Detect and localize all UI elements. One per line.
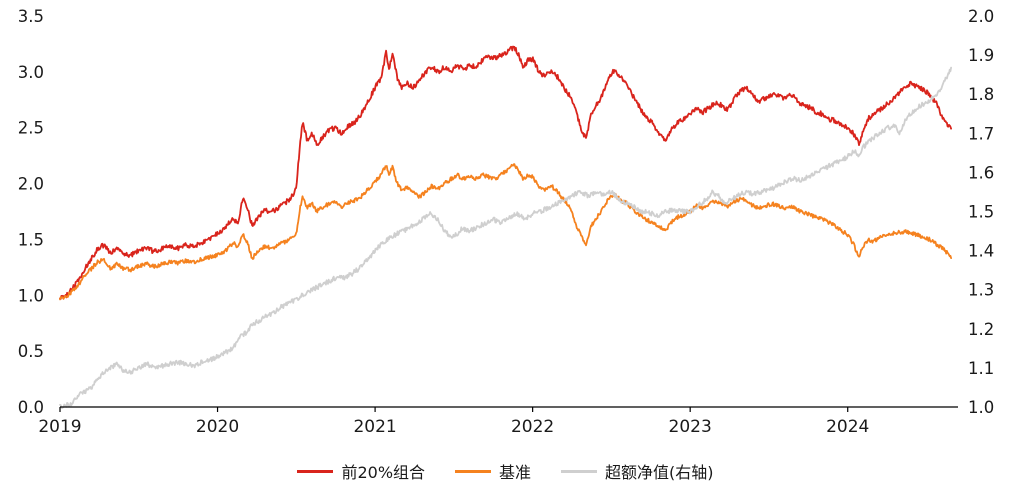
left-axis-tick-label: 2.0: [18, 175, 44, 194]
right-axis-tick-label: 1.4: [968, 242, 994, 261]
series-line-2: [59, 163, 952, 301]
right-axis-tick-label: 1.8: [968, 85, 994, 104]
chart-plot-area: 2019 2020 2021 2022 2023 2024 3.5 3.0 2.5 2.0 1.5 1…: [18, 7, 995, 437]
left-axis-tick-label: 0.0: [18, 398, 44, 417]
left-axis-tick-label: 1.5: [18, 230, 44, 249]
legend-line-excess: [561, 469, 598, 473]
chart-legend: 前20%组合 基准 超额净值(右轴): [0, 459, 1011, 483]
legend-line-portfolio: [297, 469, 334, 473]
legend-item-portfolio: 前20%组合: [297, 459, 425, 483]
legend-item-excess: 超额净值(右轴): [561, 459, 714, 483]
right-axis-tick-label: 1.1: [968, 359, 994, 378]
series-line-1: [59, 45, 952, 300]
legend-label-benchmark: 基准: [499, 463, 532, 482]
x-axis-tick-label: 2024: [826, 417, 869, 437]
legend-label-portfolio: 前20%组合: [341, 463, 426, 482]
right-axis-tick-label: 1.3: [968, 281, 994, 300]
right-axis-tick-label: 1.7: [968, 124, 994, 143]
left-axis-tick-label: 0.5: [18, 342, 44, 361]
legend-item-benchmark: 基准: [455, 459, 531, 483]
x-axis-tick-label: 2021: [353, 417, 396, 437]
right-axis-tick-label: 1.6: [968, 163, 994, 182]
legend-line-benchmark: [455, 469, 492, 473]
series-line-3: [59, 66, 952, 409]
x-axis-tick-label: 2022: [511, 417, 554, 437]
legend-label-excess: 超额净值(右轴): [605, 463, 714, 482]
x-axis-tick-label: 2023: [669, 417, 712, 437]
left-axis-tick-label: 3.5: [18, 7, 44, 26]
left-axis-tick-label: 1.0: [18, 286, 44, 305]
right-axis-tick-label: 2.0: [968, 7, 994, 26]
right-axis-tick-label: 1.0: [968, 398, 994, 417]
right-axis-tick-label: 1.5: [968, 203, 994, 222]
x-axis-tick-label: 2019: [38, 417, 81, 437]
x-axis-tick-label: 2020: [196, 417, 239, 437]
right-axis-tick-label: 1.2: [968, 320, 994, 339]
right-axis-tick-label: 1.9: [968, 46, 994, 65]
left-axis-tick-label: 2.5: [18, 119, 44, 138]
left-axis-tick-label: 3.0: [18, 63, 44, 82]
